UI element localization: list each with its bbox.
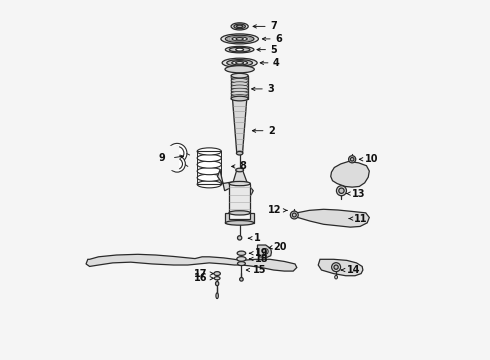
Ellipse shape [216, 282, 219, 286]
Ellipse shape [169, 156, 185, 172]
Ellipse shape [334, 265, 338, 269]
Text: 2: 2 [268, 126, 274, 136]
Ellipse shape [227, 60, 252, 66]
Polygon shape [318, 259, 363, 276]
Ellipse shape [293, 213, 296, 217]
Text: 8: 8 [239, 161, 246, 171]
Polygon shape [232, 99, 247, 153]
Ellipse shape [237, 257, 246, 261]
Ellipse shape [236, 168, 244, 172]
Text: 4: 4 [273, 58, 280, 68]
Ellipse shape [229, 47, 250, 52]
Ellipse shape [350, 157, 354, 161]
Ellipse shape [337, 186, 346, 196]
Text: 20: 20 [273, 242, 287, 252]
Ellipse shape [171, 147, 184, 160]
Ellipse shape [232, 37, 247, 41]
Ellipse shape [197, 154, 221, 162]
Text: 13: 13 [352, 189, 366, 199]
Ellipse shape [237, 152, 243, 155]
Ellipse shape [231, 91, 248, 96]
Ellipse shape [214, 272, 220, 275]
Ellipse shape [332, 263, 341, 272]
Ellipse shape [222, 58, 257, 67]
Ellipse shape [237, 25, 243, 28]
Text: 5: 5 [270, 45, 277, 55]
Ellipse shape [225, 221, 254, 225]
Ellipse shape [231, 88, 248, 93]
Ellipse shape [216, 293, 219, 298]
Ellipse shape [197, 161, 221, 168]
Text: 18: 18 [255, 254, 268, 264]
Text: 11: 11 [354, 213, 368, 224]
Ellipse shape [231, 78, 248, 83]
Ellipse shape [237, 251, 245, 255]
Ellipse shape [236, 48, 244, 51]
Polygon shape [258, 245, 271, 258]
Ellipse shape [221, 34, 258, 44]
Ellipse shape [231, 75, 248, 80]
Polygon shape [225, 213, 254, 223]
Text: 10: 10 [365, 154, 379, 164]
Ellipse shape [335, 275, 338, 279]
Text: 15: 15 [252, 265, 266, 275]
Ellipse shape [291, 211, 298, 219]
Ellipse shape [225, 46, 254, 53]
Polygon shape [242, 259, 297, 271]
Polygon shape [168, 158, 178, 169]
Polygon shape [229, 184, 250, 213]
Polygon shape [331, 161, 369, 187]
Ellipse shape [214, 276, 220, 280]
Ellipse shape [231, 73, 248, 78]
Ellipse shape [197, 167, 221, 175]
Ellipse shape [167, 143, 187, 163]
Text: 1: 1 [253, 233, 260, 243]
Polygon shape [232, 99, 237, 153]
Text: 17: 17 [194, 269, 207, 279]
Text: 7: 7 [270, 21, 277, 31]
Text: 14: 14 [346, 265, 360, 275]
Polygon shape [167, 147, 178, 160]
Ellipse shape [197, 181, 221, 188]
Ellipse shape [234, 24, 245, 29]
Text: 19: 19 [255, 248, 268, 258]
Text: 6: 6 [275, 34, 282, 44]
Ellipse shape [348, 156, 356, 163]
Ellipse shape [238, 262, 245, 266]
Ellipse shape [231, 95, 248, 99]
Polygon shape [218, 170, 253, 195]
Polygon shape [231, 76, 248, 99]
Text: 12: 12 [269, 205, 282, 215]
Ellipse shape [232, 61, 247, 65]
Ellipse shape [225, 66, 254, 73]
Ellipse shape [263, 249, 268, 254]
Ellipse shape [172, 158, 182, 169]
Ellipse shape [229, 211, 250, 215]
Polygon shape [86, 254, 242, 266]
Ellipse shape [229, 181, 250, 186]
Text: 3: 3 [267, 84, 274, 94]
Ellipse shape [236, 38, 243, 40]
Ellipse shape [339, 188, 344, 193]
Polygon shape [293, 209, 369, 227]
Ellipse shape [231, 96, 248, 101]
Ellipse shape [236, 62, 244, 64]
Ellipse shape [197, 174, 221, 181]
Ellipse shape [231, 23, 248, 30]
Ellipse shape [240, 278, 243, 281]
Text: 16: 16 [194, 273, 207, 283]
Ellipse shape [231, 85, 248, 89]
Ellipse shape [238, 236, 242, 240]
Ellipse shape [197, 148, 221, 155]
Ellipse shape [231, 82, 248, 86]
Text: 9: 9 [159, 153, 166, 163]
Ellipse shape [225, 35, 254, 42]
Polygon shape [243, 99, 247, 153]
